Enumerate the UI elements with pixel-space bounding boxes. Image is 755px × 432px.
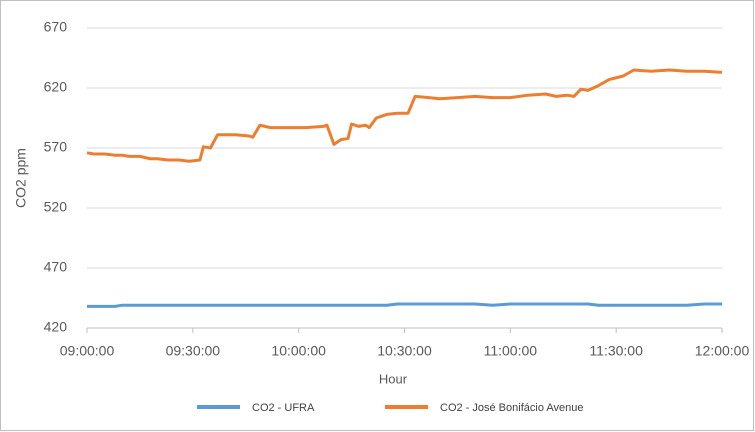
y-tick-label: 620 (44, 79, 68, 95)
y-tick-label: 520 (44, 199, 68, 215)
x-axis-label: Hour (379, 371, 408, 386)
x-tick-label: 11:30:00 (589, 343, 643, 359)
y-tick-label: 470 (44, 259, 68, 275)
x-tick-label: 09:30:00 (166, 343, 221, 359)
y-tick-label: 670 (44, 19, 68, 35)
x-tick-label: 10:00:00 (271, 343, 326, 359)
y-tick-label: 420 (44, 319, 68, 335)
legend-text: CO2 - José Bonifácio Avenue (440, 402, 584, 414)
legend-text: CO2 - UFRA (252, 402, 315, 414)
y-axis-label: CO2 ppm (13, 148, 29, 208)
series-line (87, 302, 722, 308)
x-tick-label: 12:00:00 (695, 343, 750, 359)
x-tick-label: 10:30:00 (377, 343, 432, 359)
y-tick-label: 570 (44, 139, 68, 155)
series-line (86, 68, 723, 163)
x-tick-label: 11:00:00 (484, 343, 538, 359)
x-tick-label: 09:00:00 (60, 343, 115, 359)
